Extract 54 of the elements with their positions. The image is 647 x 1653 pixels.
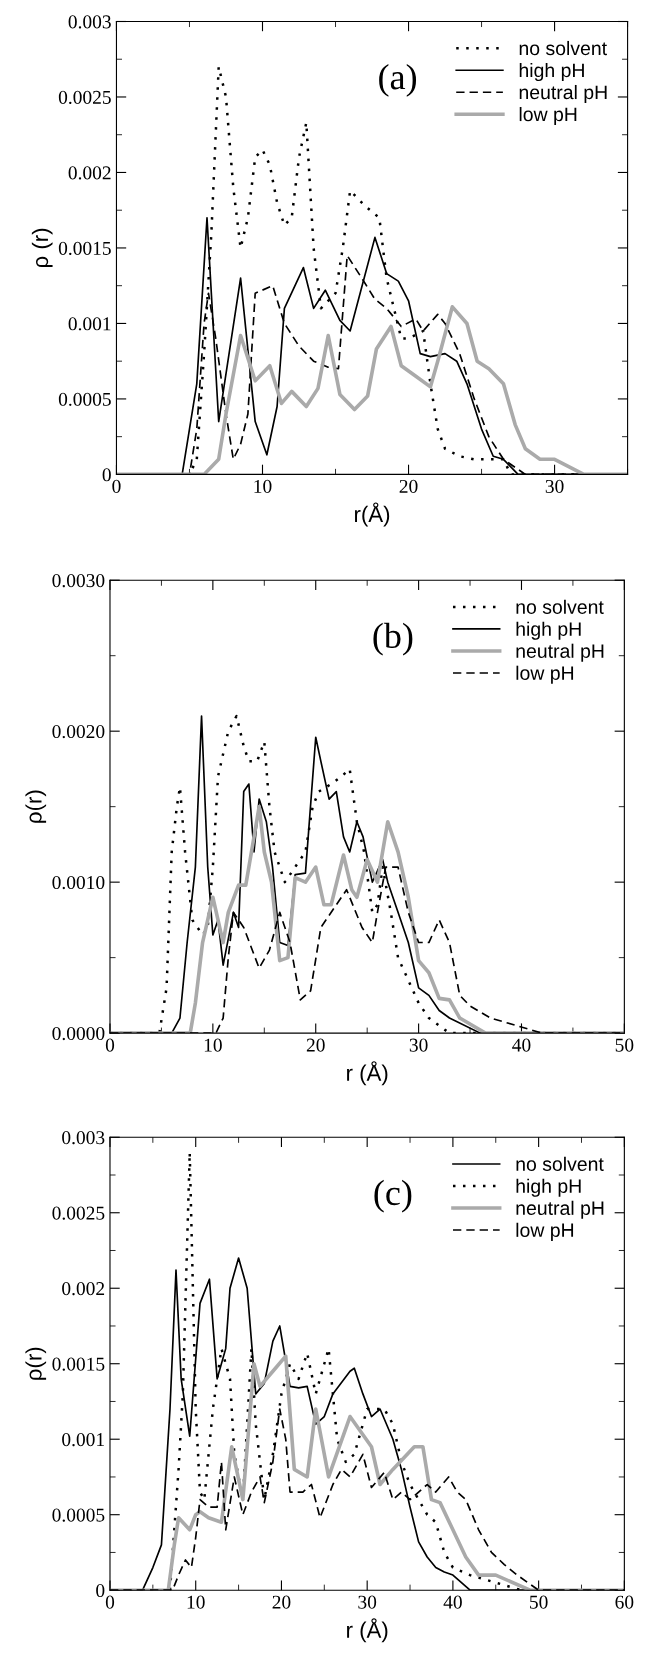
y-tick-label: 0.0030 <box>52 574 105 588</box>
annotation: (a) <box>379 63 417 97</box>
x-axis-title: r (Å) <box>347 1618 388 1643</box>
y-axis-title: ρ (r) <box>31 228 53 268</box>
x-tick-label: 50 <box>530 1595 548 1609</box>
y-tick-label: 0.002 <box>68 166 111 180</box>
x-tick-label: 10 <box>204 1038 222 1052</box>
x-axis-title: r(Å) <box>354 502 390 527</box>
x-tick-label: 40 <box>443 1595 462 1609</box>
y-tick-label: 0 <box>102 468 111 482</box>
x-tick-label: 0 <box>112 479 121 493</box>
y-tick-label: 0.0015 <box>58 241 111 255</box>
x-tick-label: 40 <box>512 1038 531 1052</box>
x-tick-label: 20 <box>306 1038 325 1052</box>
annotation: (c) <box>374 1179 412 1213</box>
x-tick-label: 50 <box>615 1038 634 1052</box>
y-tick-label: 0.0015 <box>52 1357 105 1371</box>
x-tick-label: 30 <box>409 1038 428 1052</box>
legend-label: low pH <box>519 106 577 126</box>
legend-label: no solvent <box>516 599 604 614</box>
y-tick-label: 0.001 <box>62 1433 104 1447</box>
legend-label: neutral pH <box>516 1200 604 1219</box>
y-tick-label: 0.002 <box>62 1282 105 1296</box>
annotation: (b) <box>373 622 413 656</box>
legend-label: low pH <box>516 1222 574 1241</box>
legend-label: neutral pH <box>516 643 604 662</box>
x-tick-label: 10 <box>254 479 272 493</box>
y-axis-title: ρ(r) <box>25 1347 47 1380</box>
y-tick-label: 0.0005 <box>58 392 111 406</box>
y-axis-title: ρ(r) <box>25 790 47 823</box>
y-tick-label: 0.0000 <box>52 1026 105 1041</box>
x-tick-label: 30 <box>545 479 564 493</box>
y-tick-label: 0 <box>96 1584 105 1598</box>
x-tick-label: 30 <box>358 1595 377 1609</box>
y-tick-label: 0.0010 <box>52 875 105 890</box>
x-tick-label: 20 <box>272 1595 291 1609</box>
y-tick-label: 0.0020 <box>52 724 105 739</box>
y-tick-label: 0.0025 <box>52 1206 105 1220</box>
x-tick-label: 20 <box>399 479 418 493</box>
y-tick-label: 0.0025 <box>58 90 111 104</box>
legend-label: high pH <box>516 1178 581 1197</box>
y-tick-label: 0.003 <box>62 1131 105 1145</box>
y-tick-label: 0.0005 <box>52 1508 105 1522</box>
x-axis-title: r (Å) <box>347 1061 388 1086</box>
legend-label: no solvent <box>519 40 607 56</box>
x-tick-label: 10 <box>187 1595 205 1609</box>
y-tick-label: 0.003 <box>68 15 111 29</box>
legend-label: high pH <box>516 621 581 640</box>
x-tick-label: 60 <box>615 1595 634 1609</box>
legend-label: low pH <box>516 665 574 684</box>
legend-label: neutral pH <box>519 84 607 104</box>
legend-label: high pH <box>519 62 584 82</box>
legend-label: no solvent <box>516 1156 604 1171</box>
y-tick-label: 0.001 <box>68 317 111 331</box>
